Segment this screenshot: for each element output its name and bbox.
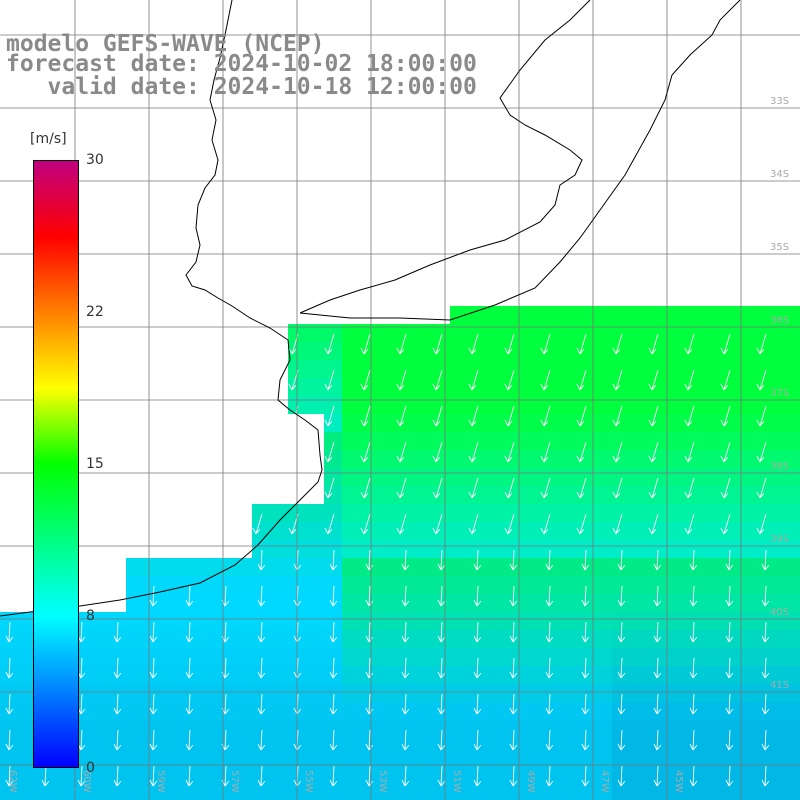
lon-label: 47W — [599, 770, 610, 793]
lon-label: 45W — [673, 770, 684, 793]
lon-label: 49W — [525, 770, 536, 793]
lat-label: 40S — [770, 607, 789, 618]
coastline — [0, 0, 323, 617]
colorbar-tick-0: 0 — [86, 760, 95, 776]
lon-label: 62W — [7, 770, 18, 793]
title-model: modelo GEFS-WAVE (NCEP) — [6, 31, 325, 57]
lat-label: 41S — [770, 680, 789, 691]
lat-label: 33S — [770, 96, 789, 107]
colorbar-tick-8: 8 — [86, 608, 95, 624]
lat-label: 38S — [770, 461, 789, 472]
lon-label: 60W — [81, 770, 92, 793]
river-border — [299, 0, 591, 314]
latitude-labels: 33S 34S 35S 36S 37S 38S 39S 40S 41S — [770, 96, 789, 691]
title-forecast-date: forecast date: 2024-10-02 18:00:00 — [6, 51, 477, 77]
longitude-labels: 62W 60W 59W 57W 55W 53W 51W 49W 47W 45W — [7, 770, 684, 793]
lat-label: 35S — [770, 242, 789, 253]
lon-label: 51W — [451, 770, 462, 793]
colorbar-units: [m/s] — [30, 131, 67, 147]
title-valid-date: valid date: 2024-10-18 12:00:00 — [6, 74, 477, 100]
lat-label: 39S — [770, 534, 789, 545]
lon-label: 53W — [377, 770, 388, 793]
lat-label: 36S — [770, 315, 789, 326]
lat-label: 34S — [770, 169, 789, 180]
coastline-north — [299, 0, 741, 321]
colorbar-tick-30: 30 — [86, 152, 104, 168]
colorbar — [33, 160, 79, 768]
lon-label: 59W — [155, 770, 166, 793]
wind-speed-field — [0, 306, 800, 800]
colorbar-tick-15: 15 — [86, 456, 104, 472]
wind-arrows — [5, 333, 770, 787]
colorbar-tick-22: 22 — [86, 304, 104, 320]
lon-label: 57W — [229, 770, 240, 793]
lat-label: 37S — [770, 388, 789, 399]
lon-label: 55W — [303, 770, 314, 793]
